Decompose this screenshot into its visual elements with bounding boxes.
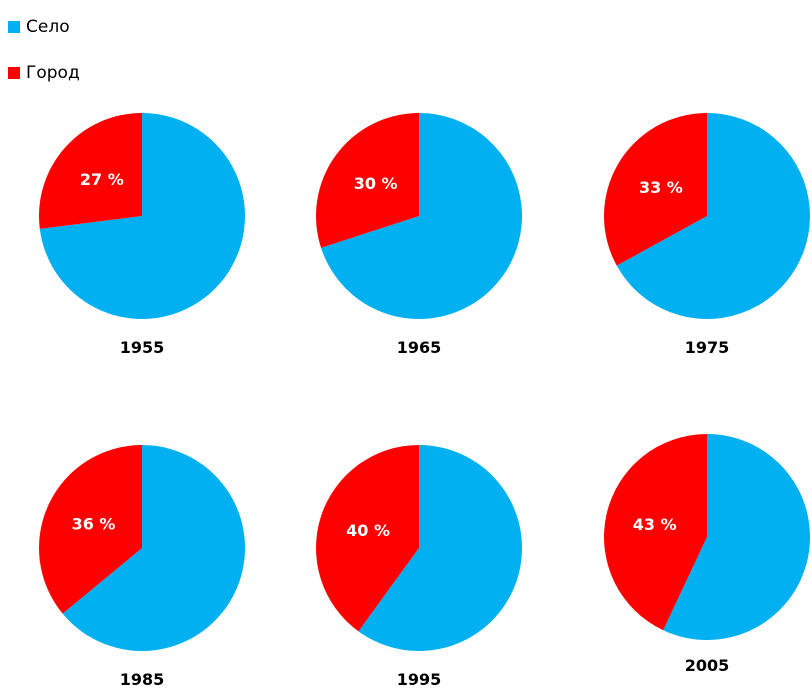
pie-chart-1985: 36 % 1985 [38, 445, 245, 688]
legend-item-gorod: Город [8, 60, 80, 86]
pie-chart-1965: 30 % 1965 [316, 113, 522, 357]
slice-label-gorod-1995: 40 % [346, 521, 390, 540]
legend-item-selo: Село [8, 14, 80, 40]
pie-slice-selo-2005 [663, 434, 810, 640]
pie-slice-gorod-1965 [316, 113, 419, 248]
slice-label-gorod-1985: 36 % [72, 515, 116, 534]
pie-slice-selo-1965 [321, 113, 522, 319]
pie-title-1985: 1985 [120, 670, 165, 688]
pie-chart-1975: 33 % 1975 [604, 113, 811, 357]
pie-slice-selo-1975 [616, 113, 811, 319]
pie-slice-gorod-1995 [316, 445, 419, 632]
legend-swatch-selo [8, 21, 20, 33]
pie-chart-1995: 40 % 1995 [316, 445, 523, 688]
pie-chart-2005: 43 % 2005 [603, 434, 810, 675]
slice-label-gorod-1965: 30 % [354, 174, 398, 193]
slice-label-gorod-1955: 27 % [80, 170, 124, 189]
pie-title-1995: 1995 [397, 670, 442, 688]
pie-slice-selo-1985 [62, 445, 245, 651]
pie-title-1965: 1965 [397, 338, 442, 357]
pie-title-1955: 1955 [120, 338, 165, 357]
pie-chart-1955: 27 % 1955 [38, 113, 245, 357]
legend-label-gorod: Город [26, 63, 80, 83]
pie-slice-gorod-1955 [38, 113, 142, 229]
legend-label-selo: Село [26, 17, 70, 37]
pie-slice-gorod-1985 [38, 445, 142, 614]
legend: Село Город [8, 14, 80, 106]
pie-title-2005: 2005 [685, 656, 730, 675]
pie-title-1975: 1975 [685, 338, 730, 357]
pie-slice-gorod-2005 [603, 434, 707, 631]
slice-label-gorod-1975: 33 % [639, 178, 683, 197]
legend-swatch-gorod [8, 67, 20, 79]
pie-slice-gorod-1975 [604, 113, 707, 266]
slice-label-gorod-2005: 43 % [633, 515, 677, 534]
pie-slice-selo-1955 [39, 113, 245, 319]
pie-slice-selo-1995 [358, 445, 523, 651]
